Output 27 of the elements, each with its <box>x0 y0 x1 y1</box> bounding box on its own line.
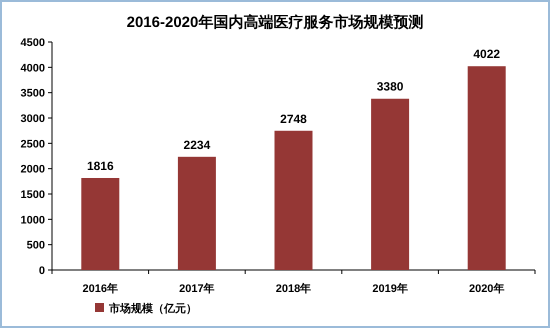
chart-title: 2016-2020年国内高端医疗服务市场规模预测 <box>126 13 424 31</box>
x-tick-label: 2017年 <box>179 282 215 295</box>
y-tick-label: 0 <box>38 265 45 277</box>
y-tick-label: 1000 <box>20 214 45 226</box>
y-tick-label: 500 <box>26 240 45 252</box>
y-tick-label: 2500 <box>20 138 45 150</box>
bar <box>81 178 120 270</box>
data-label: 2234 <box>184 138 211 152</box>
y-tick-label: 3500 <box>20 88 45 100</box>
x-tick-label: 2020年 <box>468 282 504 295</box>
y-tick-label: 4500 <box>20 37 45 49</box>
y-tick-label: 4000 <box>20 62 45 74</box>
x-tick-label: 2019年 <box>372 282 408 295</box>
y-tick-label: 1500 <box>20 189 45 201</box>
x-tick-label: 2018年 <box>276 282 312 295</box>
data-label: 4022 <box>473 47 500 62</box>
data-label: 1816 <box>86 158 114 173</box>
bar <box>178 156 216 270</box>
data-label: 3380 <box>376 80 404 94</box>
bar <box>371 98 410 270</box>
y-tick-label: 3000 <box>20 113 45 125</box>
y-tick-label: 2000 <box>20 164 45 176</box>
bar <box>274 130 312 270</box>
legend-label: 市场规模（亿元） <box>108 302 197 315</box>
x-tick-label: 2016年 <box>82 282 118 295</box>
bar <box>468 66 506 270</box>
data-label: 2748 <box>280 112 308 126</box>
